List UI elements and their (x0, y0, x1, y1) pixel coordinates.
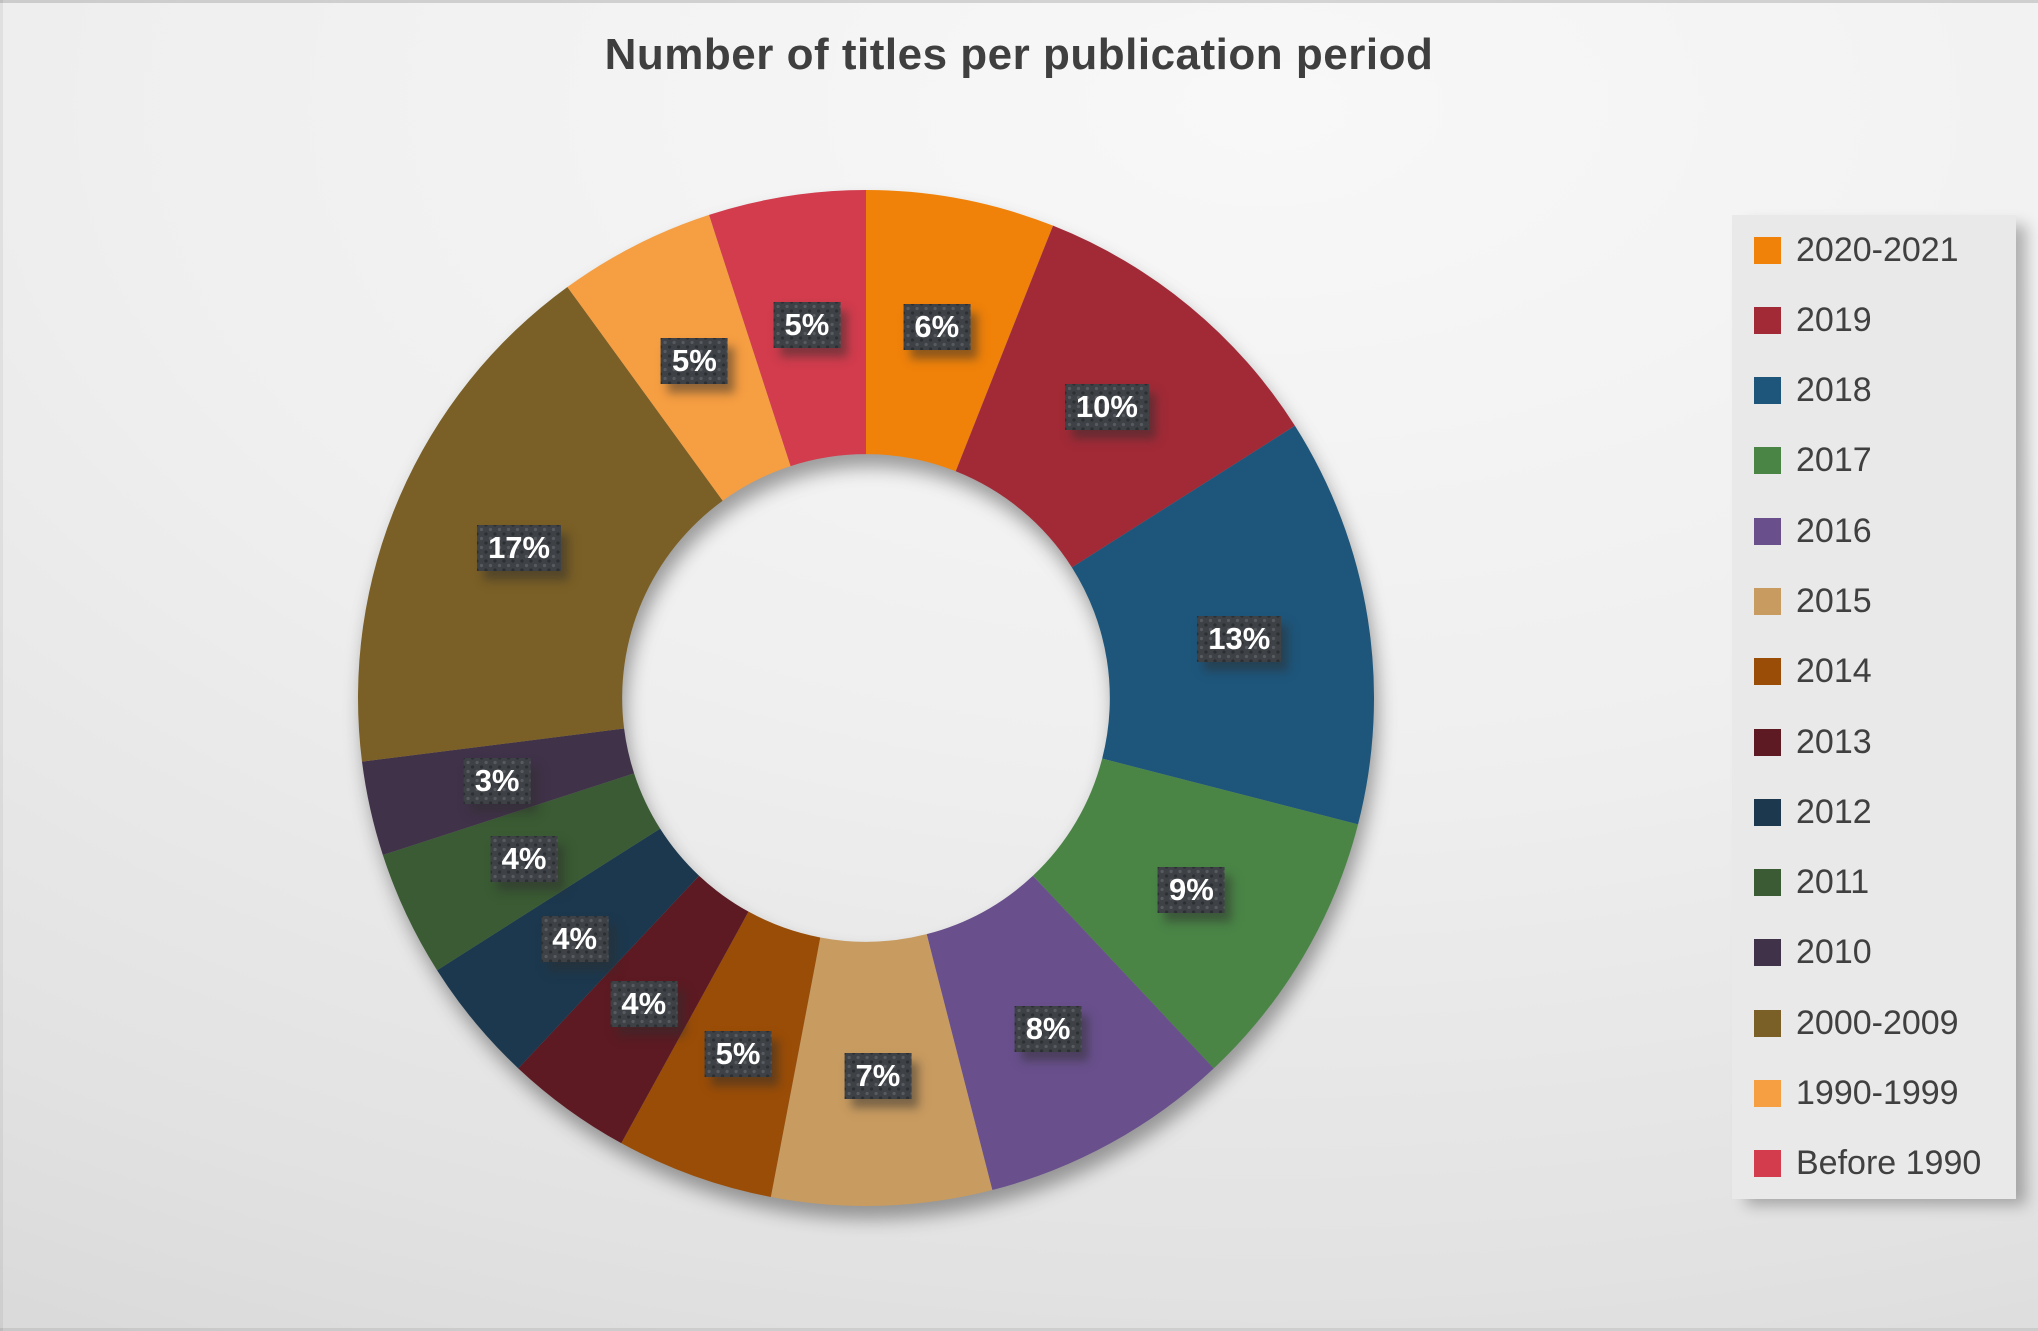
legend-item-2020-2021[interactable]: 2020-2021 (1754, 215, 2016, 285)
legend-swatch (1754, 377, 1781, 405)
legend-label: 2017 (1796, 441, 1872, 480)
legend-item-2014[interactable]: 2014 (1754, 637, 2016, 707)
chart-title: Number of titles per publication period (604, 30, 1434, 79)
legend-item-1990-1999[interactable]: 1990-1999 (1754, 1058, 2016, 1128)
legend-item-2018[interactable]: 2018 (1754, 356, 2016, 426)
legend-item-2012[interactable]: 2012 (1754, 777, 2016, 847)
legend-label: 2014 (1796, 652, 1872, 691)
legend-swatch (1754, 447, 1781, 475)
legend: 2020-2021 2019 2018 2017 2016 2015 2014 … (1732, 215, 2016, 1199)
legend-swatch (1754, 517, 1781, 545)
legend-swatch (1754, 306, 1781, 334)
legend-label: 2011 (1796, 863, 1870, 902)
legend-swatch (1754, 1080, 1781, 1108)
legend-swatch (1754, 588, 1781, 616)
legend-label: Before 1990 (1796, 1144, 1982, 1183)
legend-item-2015[interactable]: 2015 (1754, 566, 2016, 636)
legend-item-2013[interactable]: 2013 (1754, 707, 2016, 777)
legend-swatch (1754, 798, 1781, 826)
legend-item-2000-2009[interactable]: 2000-2009 (1754, 988, 2016, 1058)
legend-label: 2000-2009 (1796, 1003, 1959, 1042)
legend-swatch (1754, 869, 1781, 897)
legend-label: 1990-1999 (1796, 1074, 1959, 1113)
legend-swatch (1754, 1009, 1781, 1037)
legend-item-before-1990[interactable]: Before 1990 (1754, 1129, 2016, 1199)
legend-label: 2015 (1796, 582, 1872, 621)
legend-swatch (1754, 1150, 1781, 1178)
legend-label: 2016 (1796, 511, 1872, 550)
pie-slice-2020-2021[interactable] (866, 190, 1054, 472)
legend-swatch (1754, 939, 1781, 967)
legend-label: 2013 (1796, 722, 1872, 761)
legend-item-2017[interactable]: 2017 (1754, 426, 2016, 496)
pie-slice-2017[interactable] (1032, 758, 1359, 1069)
legend-label: 2012 (1796, 792, 1872, 831)
legend-item-2011[interactable]: 2011 (1754, 848, 2016, 918)
legend-label: 2019 (1796, 300, 1872, 339)
pie-slice-2000-2009[interactable] (358, 287, 723, 762)
legend-swatch (1754, 728, 1781, 756)
legend-item-2010[interactable]: 2010 (1754, 918, 2016, 988)
legend-item-2016[interactable]: 2016 (1754, 496, 2016, 566)
legend-item-2019[interactable]: 2019 (1754, 285, 2016, 355)
legend-swatch (1754, 236, 1781, 264)
legend-swatch (1754, 658, 1781, 686)
legend-label: 2020-2021 (1796, 230, 1959, 269)
legend-label: 2010 (1796, 933, 1872, 972)
legend-label: 2018 (1796, 371, 1872, 410)
